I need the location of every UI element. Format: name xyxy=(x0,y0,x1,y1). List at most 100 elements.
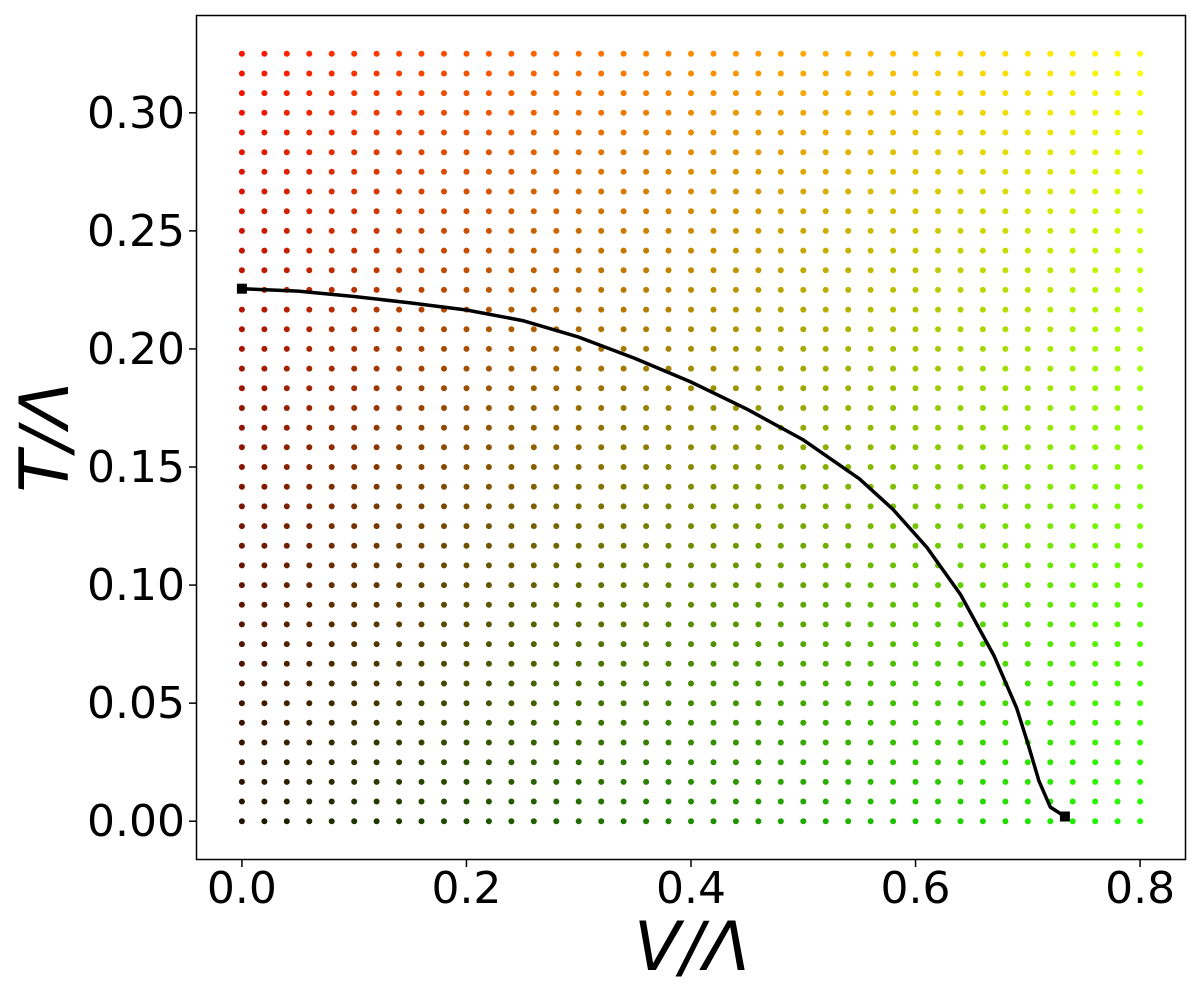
grid-dot xyxy=(1114,208,1121,215)
grid-dot xyxy=(643,621,650,628)
grid-dot xyxy=(822,247,829,254)
grid-dot xyxy=(351,149,358,156)
grid-dot xyxy=(732,582,739,589)
grid-dot xyxy=(418,798,425,805)
grid-dot xyxy=(935,70,941,77)
grid-dot xyxy=(351,621,358,628)
grid-dot xyxy=(935,542,941,549)
grid-dot xyxy=(1114,168,1121,175)
grid-dot xyxy=(418,208,425,215)
grid-dot xyxy=(283,424,290,431)
grid-dot xyxy=(822,818,829,825)
grid-dot xyxy=(553,208,560,215)
grid-dot xyxy=(710,562,717,569)
grid-dot xyxy=(710,700,717,707)
grid-dot xyxy=(979,188,986,195)
grid-dot xyxy=(598,365,605,372)
grid-dot xyxy=(912,188,919,195)
grid-dot xyxy=(822,286,829,293)
grid-dot xyxy=(463,503,470,510)
grid-dot xyxy=(1069,267,1076,274)
grid-dot xyxy=(396,680,403,687)
grid-dot xyxy=(867,188,874,195)
grid-dot xyxy=(373,247,380,254)
grid-dot xyxy=(283,50,290,57)
grid-dot xyxy=(912,267,919,274)
grid-dot xyxy=(732,345,739,352)
grid-dot xyxy=(373,129,380,136)
grid-dot xyxy=(1024,168,1031,175)
grid-dot xyxy=(238,660,245,667)
grid-dot xyxy=(1047,483,1054,490)
grid-dot xyxy=(643,542,650,549)
series-line xyxy=(241,286,1066,818)
grid-dot xyxy=(688,719,694,726)
grid-dot xyxy=(598,660,605,667)
grid-dot xyxy=(912,405,919,411)
grid-dot xyxy=(620,798,627,805)
grid-dot xyxy=(553,641,560,648)
grid-dot xyxy=(800,168,807,175)
grid-dot xyxy=(553,306,560,313)
grid-dot xyxy=(508,700,515,707)
y-tick-label: 0.10 xyxy=(87,560,185,611)
grid-dot xyxy=(755,523,762,530)
grid-dot xyxy=(912,562,919,569)
grid-dot xyxy=(890,464,897,470)
grid-dot xyxy=(1069,50,1076,57)
grid-dot xyxy=(822,660,829,667)
grid-dot xyxy=(238,700,245,707)
grid-dot xyxy=(979,601,986,608)
grid-dot xyxy=(665,798,672,805)
grid-dot xyxy=(575,621,582,628)
grid-dot xyxy=(912,286,919,293)
grid-dot xyxy=(1137,778,1144,785)
grid-dot xyxy=(553,424,560,431)
grid-dot xyxy=(553,267,560,274)
grid-dot xyxy=(957,326,964,333)
grid-dot xyxy=(553,70,560,77)
grid-dot xyxy=(890,227,897,234)
grid-dot xyxy=(957,90,964,97)
grid-dot xyxy=(979,326,986,333)
grid-dot xyxy=(396,345,403,352)
grid-dot xyxy=(1092,542,1099,549)
grid-dot xyxy=(396,759,403,766)
grid-dot xyxy=(351,798,358,805)
grid-dot xyxy=(890,345,897,352)
grid-dot xyxy=(755,759,762,766)
grid-dot xyxy=(306,700,313,707)
grid-dot xyxy=(485,168,492,175)
grid-dot xyxy=(261,503,268,510)
grid-dot xyxy=(351,542,358,549)
grid-dot xyxy=(620,759,627,766)
grid-dot xyxy=(688,818,694,825)
grid-dot xyxy=(665,818,672,825)
grid-dot xyxy=(800,778,807,785)
grid-dot xyxy=(710,444,717,451)
grid-dot xyxy=(283,326,290,333)
grid-dot xyxy=(912,149,919,156)
grid-dot xyxy=(1002,385,1009,392)
grid-dot xyxy=(620,464,627,470)
grid-dot xyxy=(1137,247,1144,254)
grid-dot xyxy=(396,582,403,589)
grid-dot xyxy=(373,424,380,431)
grid-dot xyxy=(912,601,919,608)
grid-dot xyxy=(979,109,986,116)
grid-dot xyxy=(328,247,335,254)
grid-dot xyxy=(373,345,380,352)
grid-dot xyxy=(575,267,582,274)
grid-dot xyxy=(553,759,560,766)
grid-dot xyxy=(890,719,897,726)
grid-dot xyxy=(1069,503,1076,510)
grid-dot xyxy=(732,562,739,569)
grid-dot xyxy=(979,405,986,411)
grid-dot xyxy=(643,778,650,785)
grid-dot xyxy=(643,424,650,431)
grid-dot xyxy=(688,227,694,234)
grid-dot xyxy=(867,326,874,333)
grid-dot xyxy=(598,582,605,589)
grid-dot xyxy=(1024,621,1031,628)
grid-dot xyxy=(688,778,694,785)
